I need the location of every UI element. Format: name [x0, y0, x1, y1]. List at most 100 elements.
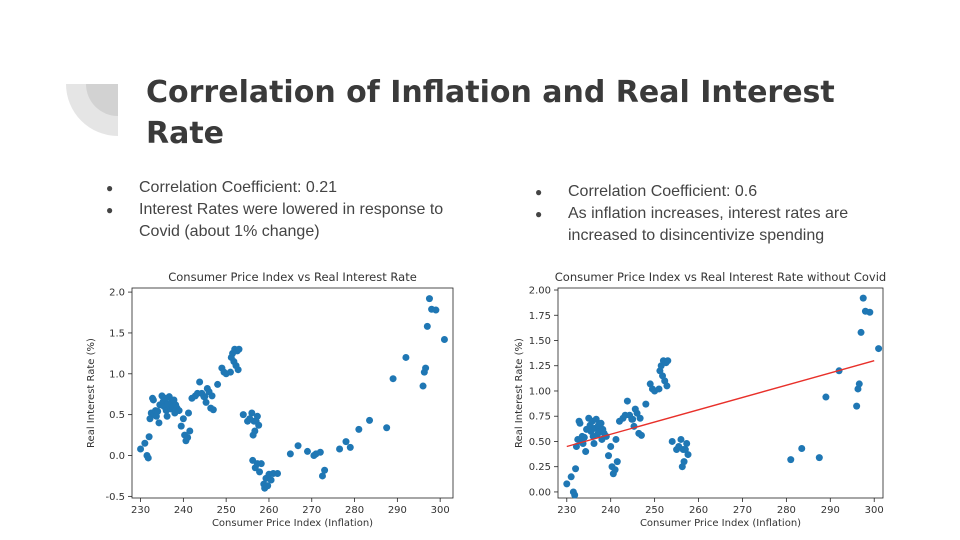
data-point	[637, 431, 645, 439]
data-point	[680, 458, 688, 466]
data-point	[383, 424, 391, 432]
data-point	[683, 439, 691, 447]
data-point	[425, 295, 433, 303]
x-axis-label: Consumer Price Index (Inflation)	[640, 518, 801, 529]
data-point	[857, 328, 865, 336]
y-tick-label: 0.00	[529, 487, 551, 498]
left-bullet-list: Correlation Coefficient: 0.21 Interest R…	[106, 177, 466, 243]
data-point	[184, 434, 192, 442]
data-point	[866, 308, 874, 316]
data-point	[163, 412, 171, 420]
x-tick-label: 240	[601, 505, 620, 516]
data-point	[255, 421, 263, 429]
data-point	[366, 416, 374, 424]
data-point	[248, 409, 256, 417]
x-tick-label: 250	[645, 505, 664, 516]
y-tick-label: 0.25	[529, 462, 551, 473]
data-point	[855, 380, 863, 388]
data-point	[257, 460, 265, 468]
data-point	[623, 397, 631, 405]
x-tick-label: 250	[217, 505, 236, 516]
data-point	[209, 406, 217, 414]
data-point	[592, 415, 600, 423]
data-point	[177, 422, 185, 430]
data-point	[580, 433, 588, 441]
data-point	[303, 447, 311, 455]
left-bullet-correlation: Correlation Coefficient: 0.21	[106, 177, 466, 199]
data-point	[875, 345, 883, 353]
y-tick-label: 2.0	[109, 288, 125, 299]
data-point	[798, 445, 806, 453]
x-tick-label: 230	[557, 505, 576, 516]
plot-frame	[131, 287, 454, 499]
data-point	[663, 382, 671, 390]
scatter-chart-without-covid: Consumer Price Index vs Real Interest Ra…	[514, 270, 886, 529]
x-tick-label: 260	[689, 505, 708, 516]
y-tick-label: 0.5	[109, 410, 125, 421]
data-point	[822, 393, 830, 401]
y-tick-label: 1.0	[109, 369, 125, 380]
data-point	[321, 466, 329, 474]
data-point	[567, 473, 575, 481]
data-point	[859, 294, 867, 302]
data-point	[853, 402, 861, 410]
data-point	[668, 437, 676, 445]
data-point	[144, 454, 152, 462]
data-point	[336, 445, 344, 453]
data-point	[184, 409, 192, 417]
y-tick-label: 1.50	[529, 336, 551, 347]
data-point	[154, 407, 162, 415]
data-point	[253, 412, 261, 420]
x-tick-label: 290	[388, 505, 407, 516]
data-point	[355, 425, 363, 433]
data-point	[613, 458, 621, 466]
y-axis-label: Real Interest Rate (%)	[514, 338, 525, 448]
right-bullet-correlation: Correlation Coefficient: 0.6	[535, 181, 895, 203]
data-point	[316, 448, 324, 456]
data-point	[346, 443, 354, 451]
data-point	[149, 396, 157, 404]
x-tick-label: 230	[131, 505, 150, 516]
data-point	[264, 482, 272, 490]
data-point	[179, 415, 187, 423]
data-point	[141, 439, 149, 447]
data-point	[815, 454, 823, 462]
data-point	[239, 411, 247, 419]
data-point	[605, 452, 613, 460]
y-tick-label: 0.75	[529, 412, 551, 423]
x-tick-label: 300	[865, 505, 884, 516]
y-tick-label: 1.75	[529, 311, 551, 322]
x-tick-label: 240	[174, 505, 193, 516]
y-tick-label: 1.00	[529, 386, 551, 397]
data-point	[636, 414, 644, 422]
data-point	[274, 469, 282, 477]
trend-line	[566, 360, 875, 448]
data-point	[590, 439, 598, 447]
data-point	[633, 409, 641, 417]
data-point	[611, 466, 619, 474]
data-point	[582, 448, 590, 456]
left-bullet-covid-note: Interest Rates were lowered in response …	[106, 199, 466, 243]
x-tick-label: 290	[821, 505, 840, 516]
data-point	[612, 435, 620, 443]
data-point	[576, 419, 584, 427]
data-point	[234, 366, 242, 374]
right-bullet-list: Correlation Coefficient: 0.6 As inflatio…	[535, 181, 895, 247]
data-point	[423, 322, 431, 330]
data-point	[787, 456, 795, 464]
x-tick-label: 270	[733, 505, 752, 516]
data-point	[402, 353, 410, 361]
data-point	[677, 435, 685, 443]
data-point	[597, 419, 605, 427]
scatter-chart-with-covid: Consumer Price Index vs Real Interest Ra…	[86, 270, 454, 529]
data-point	[629, 415, 637, 423]
y-tick-label: 1.25	[529, 361, 551, 372]
data-point	[419, 382, 427, 390]
data-point	[571, 491, 579, 499]
data-point	[155, 419, 163, 427]
data-point	[422, 364, 430, 372]
data-point	[655, 385, 663, 393]
data-point	[342, 438, 350, 446]
data-point	[684, 451, 692, 459]
data-point	[256, 468, 264, 476]
